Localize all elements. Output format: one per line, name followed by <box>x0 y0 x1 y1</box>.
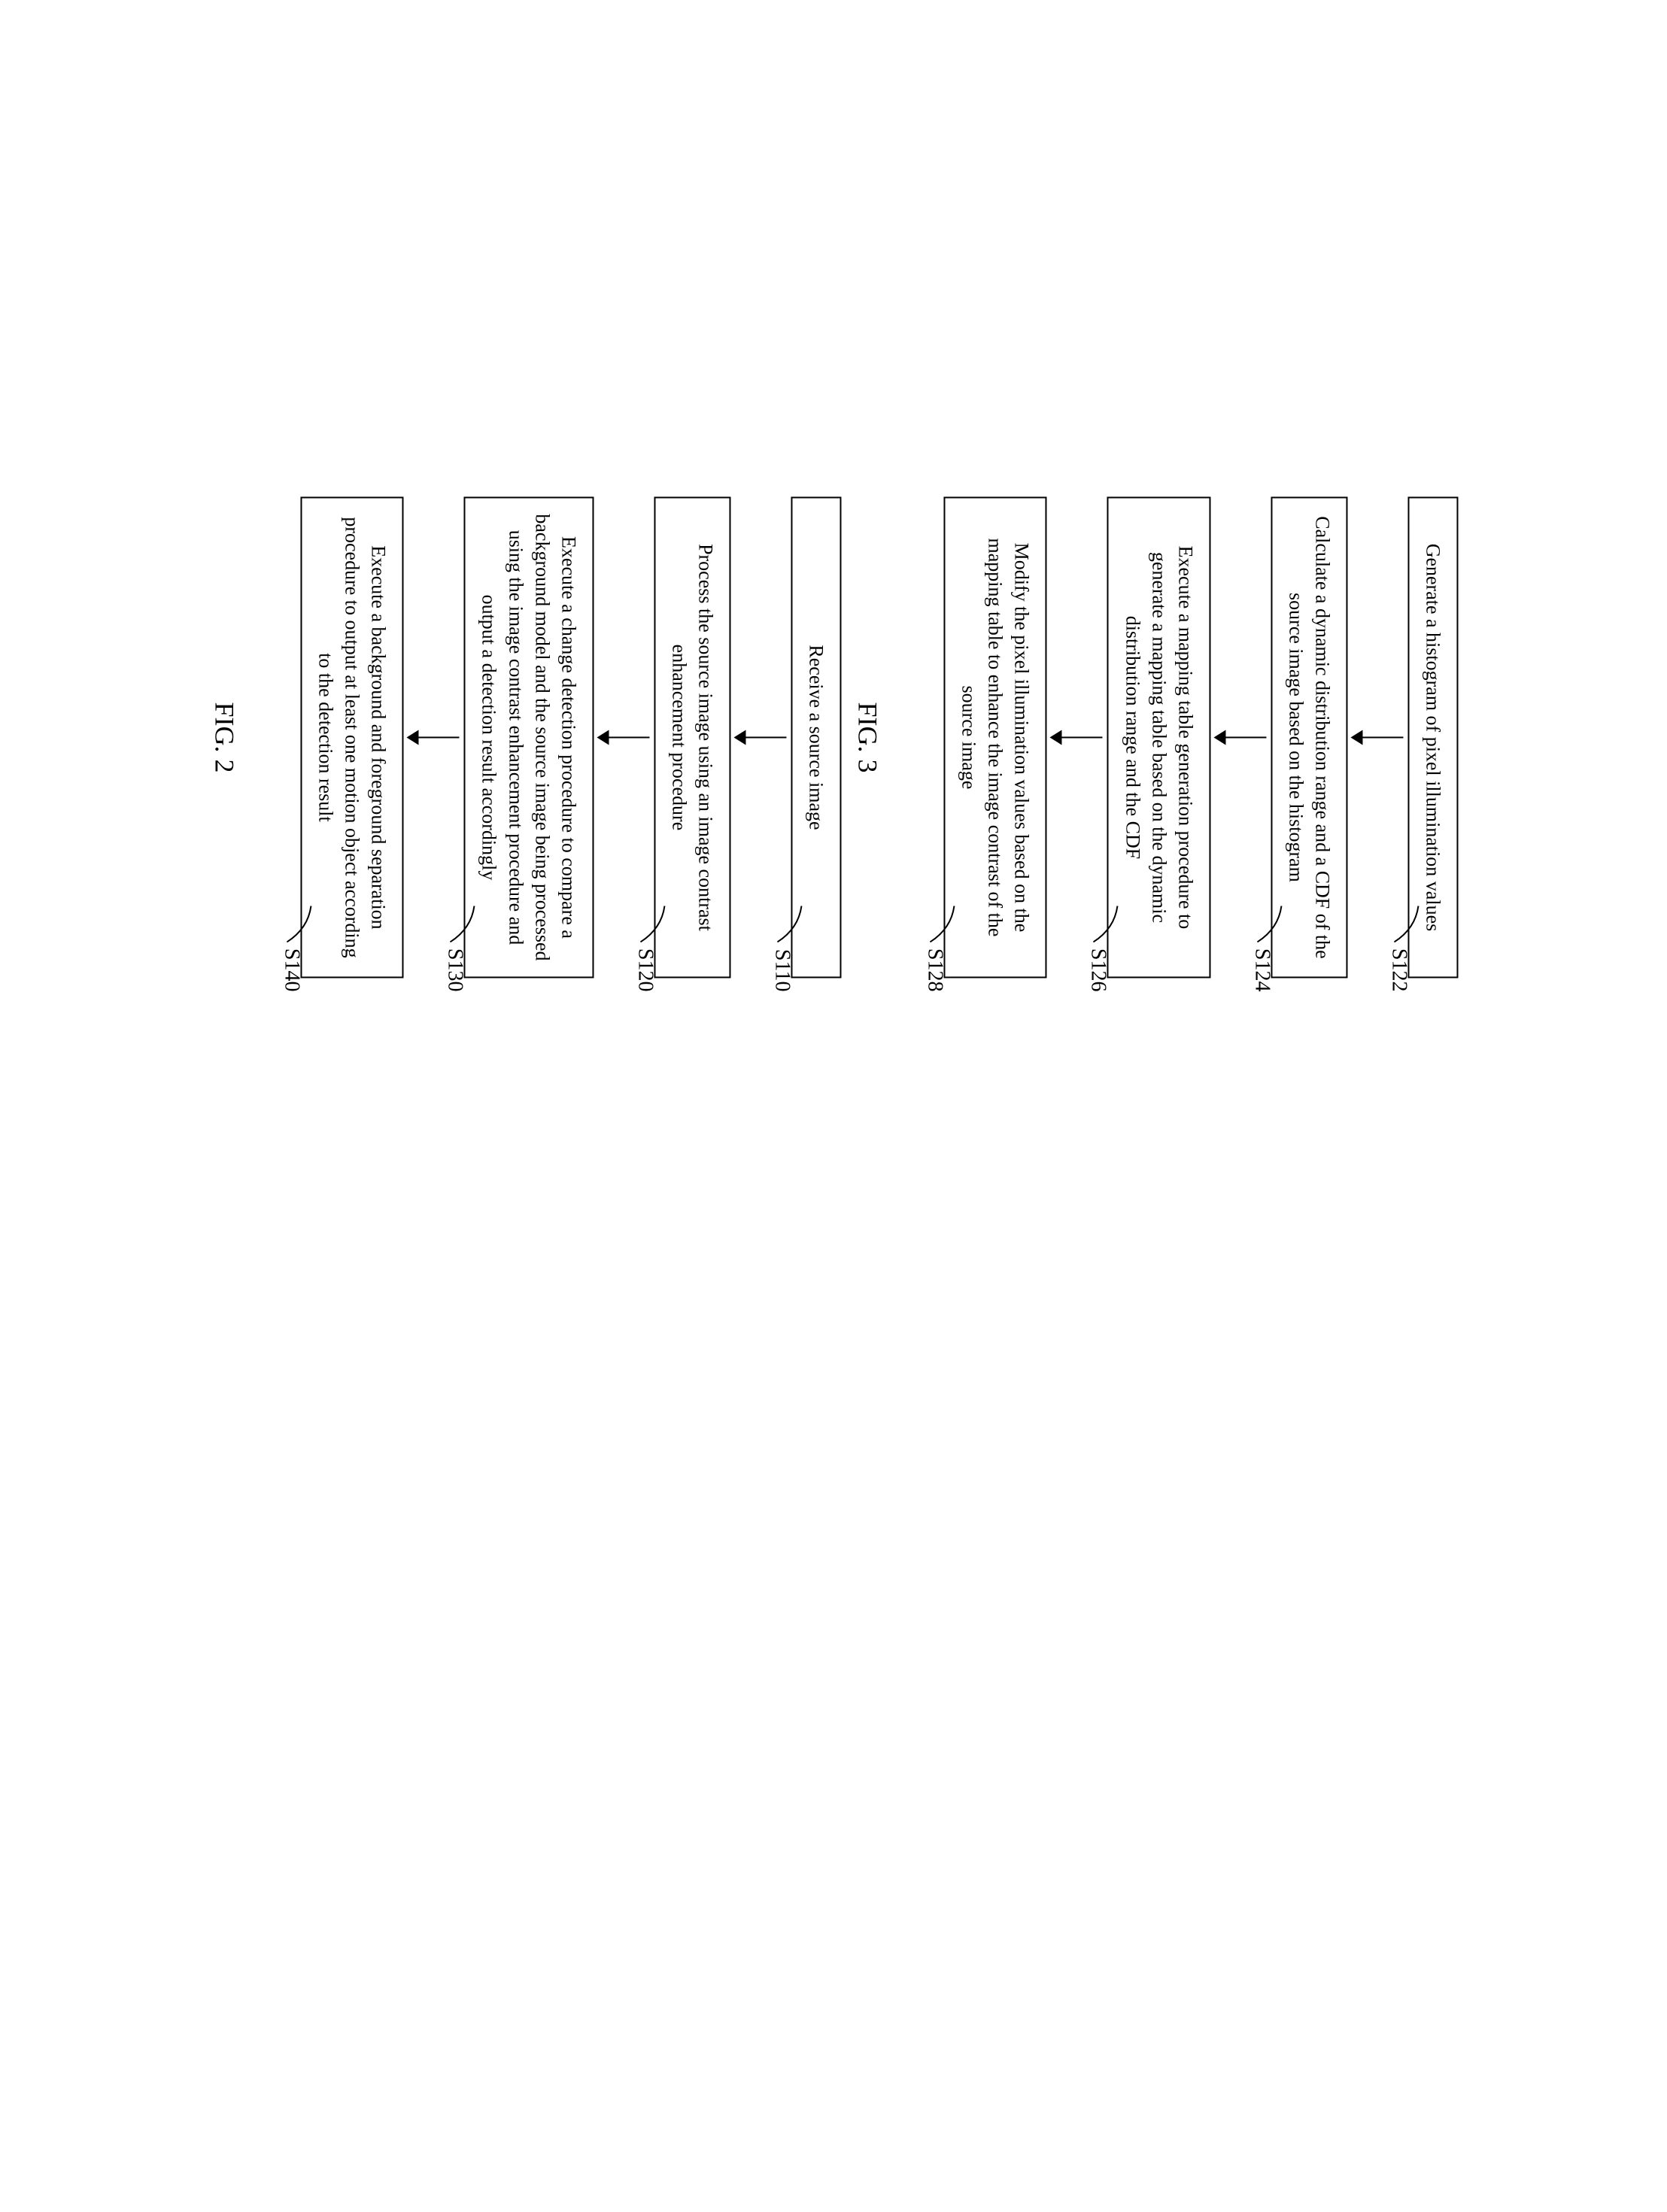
step-text: Execute a mapping table generation proce… <box>1119 513 1198 961</box>
arrow-head-icon <box>597 730 609 745</box>
arrow-head-icon <box>1050 730 1062 745</box>
flowchart-body: Generate a histogram of pixel illuminati… <box>944 496 1459 978</box>
label-connector-curve <box>639 906 666 949</box>
step-label: S120 <box>633 948 657 992</box>
arrow <box>1050 730 1103 745</box>
arrow <box>597 730 649 745</box>
step-text: Execute a background and foreground sepa… <box>313 513 392 961</box>
arrow-head-icon <box>733 730 745 745</box>
arrow <box>407 730 460 745</box>
flowchart-fig2: Receive a source image S110 Process the … <box>209 466 842 1008</box>
arrow-line <box>607 736 649 738</box>
step-s128: Modify the pixel illumination values bas… <box>944 496 1047 978</box>
arrow-head-icon <box>407 730 419 745</box>
step-s120: Process the source image using an image … <box>654 496 730 978</box>
step-box: Modify the pixel illumination values bas… <box>944 496 1047 978</box>
label-connector-curve <box>1256 906 1283 949</box>
step-s140: Execute a background and foreground sepa… <box>301 496 404 978</box>
arrow-line <box>744 736 786 738</box>
label-connector-curve <box>776 906 803 949</box>
step-label: S126 <box>1086 948 1110 992</box>
step-box: Execute a change detection procedure to … <box>464 496 594 978</box>
flowchart-fig3: Generate a histogram of pixel illuminati… <box>826 466 1459 1008</box>
arrow-line <box>1061 736 1103 738</box>
label-connector-curve <box>1092 906 1119 949</box>
label-connector-curve <box>1392 906 1420 949</box>
step-box: Execute a mapping table generation proce… <box>1107 496 1210 978</box>
arrow-head-icon <box>1213 730 1225 745</box>
step-label: S140 <box>280 948 304 992</box>
label-connector-curve <box>286 906 313 949</box>
step-label: S122 <box>1386 948 1410 992</box>
arrow <box>1350 730 1403 745</box>
step-s122: Generate a histogram of pixel illuminati… <box>1407 496 1458 978</box>
step-text: Generate a histogram of pixel illuminati… <box>1420 544 1446 932</box>
step-text: Process the source image using an image … <box>666 513 718 961</box>
step-box: Execute a background and foreground sepa… <box>301 496 404 978</box>
label-connector-curve <box>449 906 476 949</box>
step-label: S124 <box>1249 948 1274 992</box>
step-text: Calculate a dynamic distribution range a… <box>1283 513 1335 961</box>
step-text: Execute a change detection procedure to … <box>476 513 581 961</box>
arrow-line <box>418 736 460 738</box>
step-s124: Calculate a dynamic distribution range a… <box>1271 496 1347 978</box>
arrow <box>733 730 786 745</box>
step-label: S110 <box>770 949 794 992</box>
figure-caption: FIG. 2 <box>209 702 241 772</box>
arrow-head-icon <box>1350 730 1362 745</box>
flowchart-body: Receive a source image S110 Process the … <box>301 496 842 978</box>
label-connector-curve <box>929 906 956 949</box>
step-text: Modify the pixel illumination values bas… <box>956 513 1035 961</box>
arrow-line <box>1224 736 1266 738</box>
step-s126: Execute a mapping table generation proce… <box>1107 496 1210 978</box>
arrow <box>1213 730 1266 745</box>
step-s130: Execute a change detection procedure to … <box>464 496 594 978</box>
figure-caption: FIG. 3 <box>852 702 884 772</box>
step-label: S128 <box>923 948 947 992</box>
step-label: S130 <box>443 948 467 992</box>
arrow-line <box>1361 736 1403 738</box>
